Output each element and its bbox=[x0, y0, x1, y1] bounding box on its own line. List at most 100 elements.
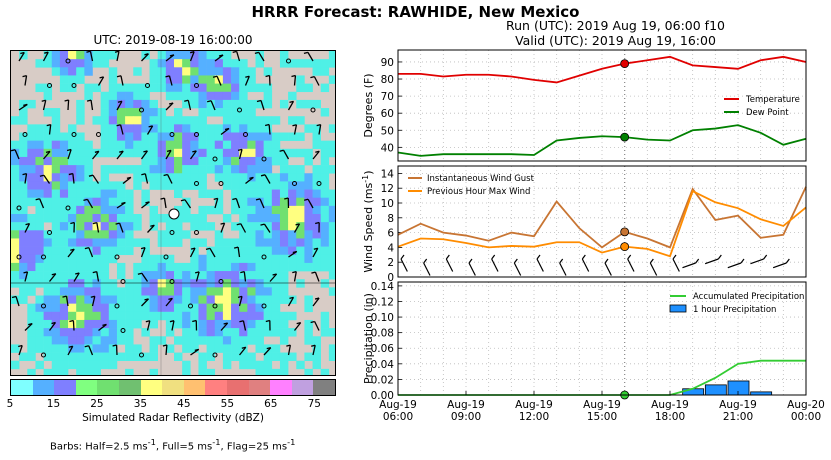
radar-cell bbox=[214, 279, 224, 288]
wind-barb-tick bbox=[266, 346, 271, 350]
radar-cell bbox=[182, 368, 191, 375]
radar-cell bbox=[27, 197, 36, 207]
wind-barb-tick bbox=[51, 321, 56, 325]
wind-barb-tick bbox=[740, 258, 745, 264]
radar-cell bbox=[76, 311, 85, 321]
wind-barb-tick bbox=[265, 319, 270, 323]
radar-cell bbox=[182, 344, 191, 353]
radar-cell bbox=[255, 311, 264, 321]
wind-barb-tick bbox=[64, 99, 69, 102]
wind-barb-tick bbox=[137, 272, 143, 275]
radar-cell bbox=[27, 230, 36, 239]
radar-cell bbox=[247, 238, 256, 247]
radar-cell bbox=[296, 83, 305, 93]
radar-cell bbox=[288, 254, 297, 264]
legend-label: 1 hour Precipitation bbox=[693, 305, 776, 315]
radar-cell bbox=[165, 230, 175, 239]
radar-cell bbox=[84, 67, 93, 76]
x-tick-label-time: 15:00 bbox=[587, 411, 617, 423]
radar-cell bbox=[92, 214, 101, 223]
radar-cell bbox=[198, 116, 207, 125]
radar-cell bbox=[76, 156, 85, 166]
radar-cell bbox=[133, 344, 142, 353]
radar-cell bbox=[43, 230, 53, 239]
radar-cell bbox=[312, 181, 321, 190]
wind-barb bbox=[116, 51, 120, 62]
wind-barb-tick bbox=[672, 254, 677, 260]
radar-cell bbox=[116, 328, 126, 337]
y-tick-label: 60 bbox=[381, 108, 394, 120]
radar-cell bbox=[255, 59, 264, 68]
radar-cell bbox=[141, 165, 150, 174]
wind-barb bbox=[293, 223, 301, 233]
radar-cell bbox=[320, 319, 330, 329]
radar-cell bbox=[198, 189, 207, 198]
precip-bar bbox=[704, 384, 727, 396]
radar-cell bbox=[263, 116, 273, 125]
radar-cell bbox=[149, 295, 158, 304]
wind-barb-tick bbox=[184, 99, 189, 102]
radar-cell bbox=[255, 181, 264, 190]
radar-cell bbox=[174, 181, 183, 190]
radar-cell bbox=[149, 271, 158, 280]
radar-cell bbox=[11, 205, 20, 215]
radar-cell bbox=[198, 262, 207, 272]
radar-cell bbox=[133, 67, 142, 76]
radar-cell bbox=[328, 51, 335, 60]
radar-cell bbox=[255, 222, 264, 231]
radar-cell bbox=[149, 99, 158, 109]
radar-cell bbox=[263, 311, 273, 321]
wind-barb bbox=[293, 75, 297, 86]
radar-cell bbox=[116, 132, 126, 141]
colorbar-tick-label: 55 bbox=[220, 398, 235, 410]
wind-barb-tick bbox=[140, 247, 146, 250]
radar-cell bbox=[59, 319, 69, 329]
calm-wind-marker bbox=[47, 230, 52, 235]
radar-cell bbox=[11, 271, 20, 280]
radar-cell bbox=[92, 311, 101, 321]
radar-cell bbox=[84, 279, 93, 288]
radar-cell bbox=[263, 262, 273, 272]
radar-cell bbox=[59, 165, 69, 174]
radar-cell bbox=[296, 181, 305, 190]
radar-cell bbox=[279, 271, 289, 280]
radar-cell bbox=[206, 328, 216, 337]
radar-cell bbox=[43, 189, 53, 198]
radar-cell bbox=[247, 295, 256, 304]
calm-wind-marker bbox=[218, 181, 224, 186]
radar-cell bbox=[35, 181, 44, 190]
wind-barb bbox=[65, 296, 69, 307]
radar-cell bbox=[165, 181, 175, 190]
radar-cell bbox=[165, 303, 175, 313]
wind-barb bbox=[24, 323, 33, 331]
wind-barb-tick bbox=[254, 51, 260, 55]
radar-cell bbox=[271, 222, 281, 231]
radar-cell bbox=[174, 75, 183, 84]
wind-barb-tick bbox=[41, 99, 46, 102]
radar-cell bbox=[165, 116, 175, 125]
radar-cell bbox=[11, 344, 20, 353]
wind-barb-tick bbox=[86, 51, 91, 53]
radar-cell bbox=[133, 303, 142, 313]
radar-cell bbox=[174, 132, 183, 141]
wind-barb bbox=[263, 347, 272, 356]
radar-cell bbox=[84, 173, 93, 182]
radar-cell bbox=[68, 148, 77, 158]
wind-barb-tick bbox=[240, 270, 245, 274]
radar-cell bbox=[239, 165, 248, 174]
x-tick-label-date: Aug-19 bbox=[447, 399, 485, 411]
radar-cell bbox=[59, 352, 69, 361]
radar-cell bbox=[157, 67, 167, 76]
radar-cell bbox=[231, 352, 240, 361]
radar-cell bbox=[43, 262, 53, 272]
radar-cell bbox=[100, 189, 110, 198]
radar-map bbox=[10, 50, 336, 376]
radar-cell bbox=[328, 140, 335, 150]
radar-cell bbox=[312, 59, 321, 68]
radar-cell bbox=[68, 230, 77, 239]
radar-cell bbox=[296, 99, 305, 109]
y-tick-label: 90 bbox=[381, 57, 394, 69]
wind-barb-tick bbox=[84, 345, 89, 348]
x-tick-label-time: 12:00 bbox=[519, 411, 549, 423]
radar-cell bbox=[263, 279, 273, 288]
